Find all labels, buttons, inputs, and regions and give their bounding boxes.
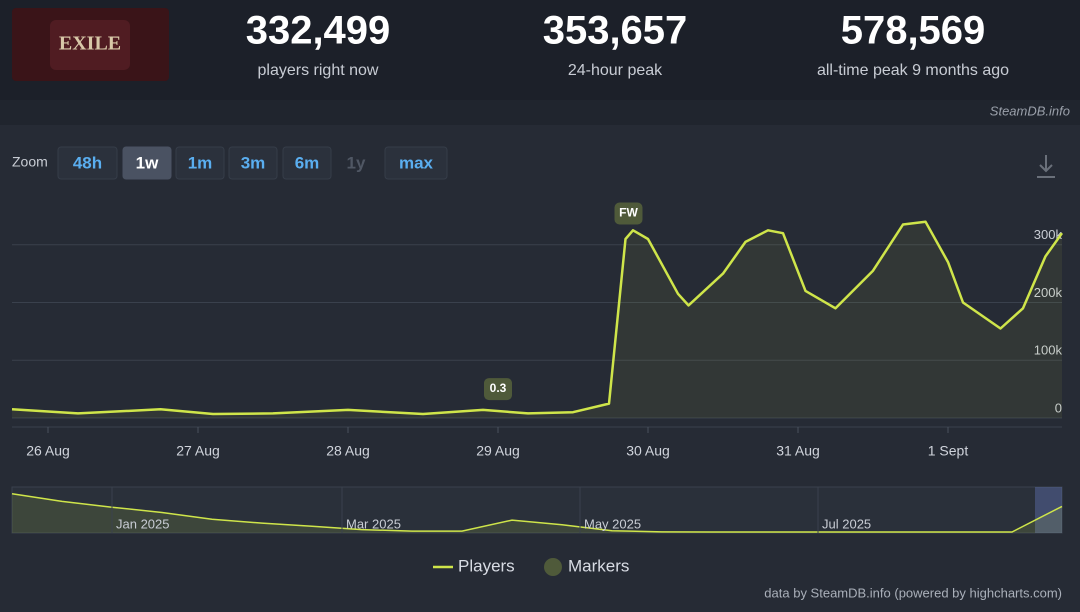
area [12, 221, 1062, 418]
navigator-window[interactable] [1035, 487, 1062, 533]
stat-label: all-time peak 9 months ago [817, 62, 1009, 79]
x-tick-label: 26 Aug [26, 443, 70, 459]
zoom-button-label[interactable]: max [399, 153, 434, 172]
zoom-button[interactable] [122, 146, 172, 180]
stat-value: 353,657 [543, 9, 688, 53]
navigator-label: May 2025 [584, 516, 641, 531]
navigator-line [11, 493, 1063, 533]
footer[interactable]: data by SteamDB.info (powered by highcha… [764, 585, 1062, 600]
marker-badge[interactable] [614, 202, 643, 225]
stat-label: players right now [258, 62, 379, 79]
source[interactable]: SteamDB.info [990, 103, 1070, 118]
zoom-button-label[interactable]: 48h [73, 153, 102, 172]
x-tick-label: 28 Aug [326, 443, 370, 459]
zoom-button[interactable] [282, 146, 332, 180]
navigator-label: Jan 2025 [116, 516, 170, 531]
zoom-button-label: 1y [347, 153, 366, 172]
stat-label: 24-hour peak [568, 62, 663, 79]
y-tick-label: 0 [1055, 400, 1062, 415]
legend-label[interactable]: Markers [568, 556, 629, 575]
logo-text: EXILE [59, 33, 121, 55]
zoom-button[interactable] [228, 146, 278, 180]
navigator-frame[interactable] [11, 486, 1063, 534]
download-icon[interactable] [1037, 155, 1055, 178]
x-tick-label: 31 Aug [776, 443, 820, 459]
y-tick-label: 100k [1034, 343, 1063, 358]
header-band [0, 0, 1080, 100]
marker-label: 0.3 [490, 381, 507, 395]
series-line [11, 220, 1064, 416]
y-tick-label: 200k [1034, 285, 1063, 300]
zoom-label: Zoom [12, 154, 48, 170]
source-band [0, 100, 1080, 125]
navigator-label: Mar 2025 [346, 516, 401, 531]
navigator-label: Jul 2025 [822, 516, 871, 531]
legend-label[interactable]: Players [458, 556, 515, 575]
zoom-button[interactable] [384, 146, 448, 180]
zoom-button-label[interactable]: 3m [241, 153, 266, 172]
zoom-button-label[interactable]: 1m [188, 153, 213, 172]
x-tick-label: 1 Sept [928, 443, 969, 459]
stat-value: 332,499 [246, 9, 391, 53]
zoom-button-label[interactable]: 6m [295, 153, 320, 172]
marker-label: FW [619, 206, 638, 220]
navigator-area [12, 493, 1062, 533]
y-tick-label: 300k [1034, 227, 1063, 242]
stat-value: 578,569 [841, 9, 986, 53]
zoom-button[interactable] [57, 146, 118, 180]
zoom-button-label[interactable]: 1w [136, 153, 159, 172]
marker-badge[interactable] [484, 378, 512, 401]
x-tick-label: 27 Aug [176, 443, 220, 459]
x-tick-label: 30 Aug [626, 443, 670, 459]
icon-arrow [1039, 164, 1053, 173]
x-tick-label: 29 Aug [476, 443, 520, 459]
legend-marker [544, 558, 562, 576]
logo-emblem [50, 20, 130, 70]
zoom-button[interactable] [175, 146, 225, 180]
